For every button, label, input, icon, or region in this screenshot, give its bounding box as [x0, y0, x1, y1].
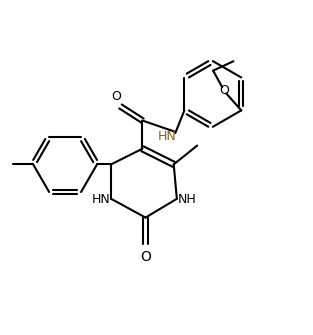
Text: O: O [140, 250, 151, 264]
Text: HN: HN [158, 130, 177, 143]
Text: HN: HN [92, 193, 110, 206]
Text: O: O [219, 84, 229, 97]
Text: NH: NH [177, 193, 196, 206]
Text: O: O [111, 90, 121, 103]
